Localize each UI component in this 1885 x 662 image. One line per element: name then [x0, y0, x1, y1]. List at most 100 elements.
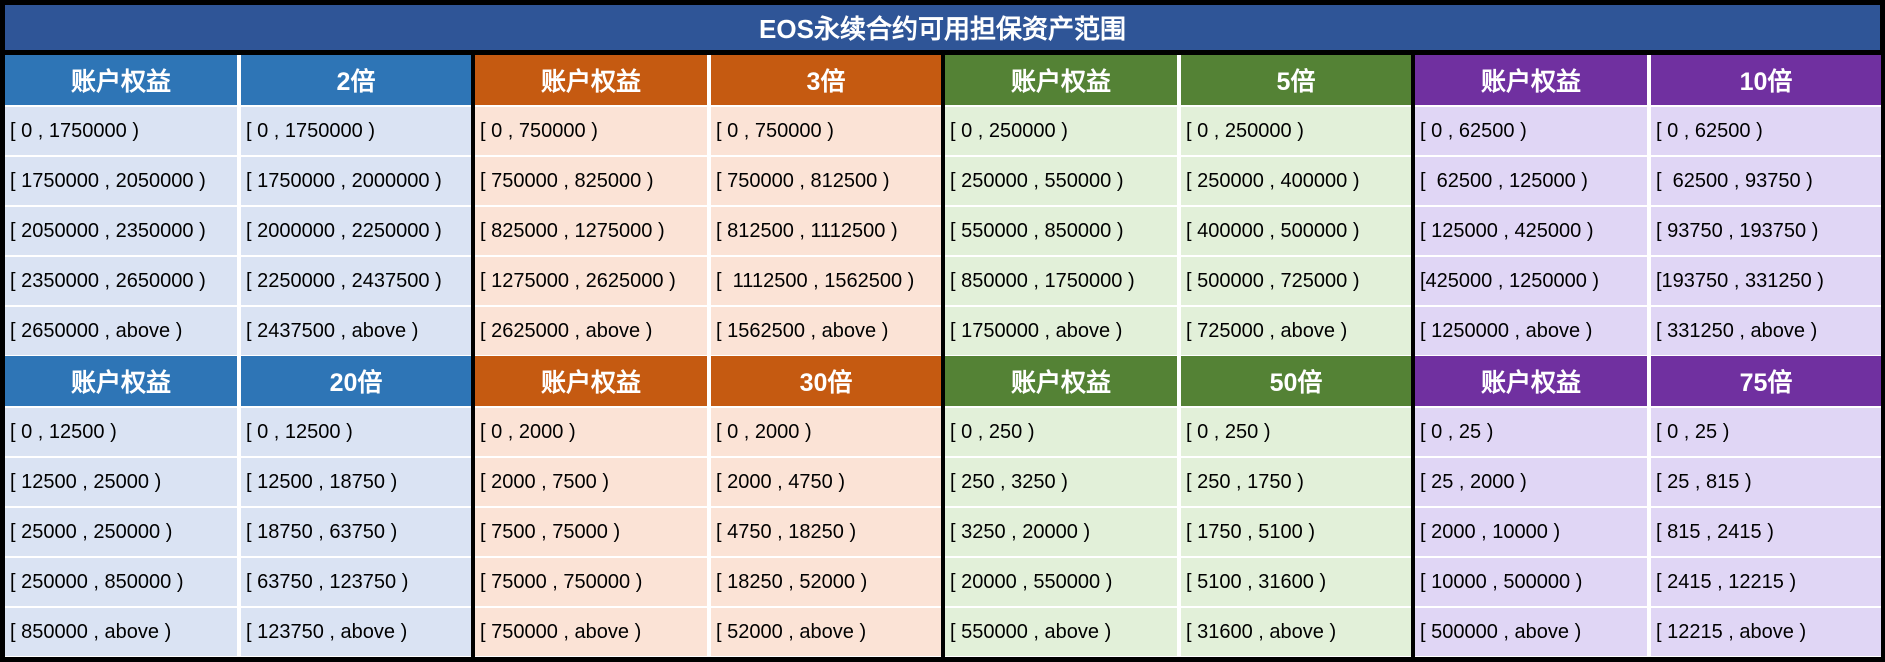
collateral-range-cell: [ 18750 , 63750 ) — [241, 508, 471, 556]
equity-range-cell: [ 20000 , 550000 ) — [945, 558, 1177, 606]
collateral-range-cell: [ 400000 , 500000 ) — [1181, 207, 1411, 255]
collateral-range-cell: [ 250000 , 400000 ) — [1181, 157, 1411, 205]
leverage-header: 50倍 — [1181, 356, 1411, 406]
leverage-header: 2倍 — [241, 55, 471, 105]
equity-header: 账户权益 — [1415, 55, 1647, 105]
collateral-range-cell: [ 2250000 , 2437500 ) — [241, 257, 471, 305]
collateral-range-cell: [ 250 , 1750 ) — [1181, 458, 1411, 506]
equity-range-cell: [ 25 , 2000 ) — [1415, 458, 1647, 506]
equity-range-cell: [ 10000 , 500000 ) — [1415, 558, 1647, 606]
leverage-header: 3倍 — [711, 55, 941, 105]
collateral-range-cell: [ 0 , 1750000 ) — [241, 107, 471, 155]
tier-table-2倍: 账户权益 2倍[ 0 , 1750000 )[ 0 , 1750000 )[ 17… — [5, 55, 471, 356]
collateral-range-cell: [ 0 , 250 ) — [1181, 408, 1411, 456]
tier-table-10倍: 账户权益 10倍[ 0 , 62500 )[ 0 , 62500 )[ 62500… — [1415, 55, 1881, 356]
equity-range-cell: [ 25000 , 250000 ) — [5, 508, 237, 556]
leverage-header: 75倍 — [1651, 356, 1881, 406]
collateral-range-cell: [ 2000000 , 2250000 ) — [241, 207, 471, 255]
equity-range-cell: [ 1250000 , above ) — [1415, 307, 1647, 355]
equity-range-cell: [ 500000 , above ) — [1415, 608, 1647, 656]
leverage-header: 30倍 — [711, 356, 941, 406]
equity-range-cell: [ 0 , 250000 ) — [945, 107, 1177, 155]
equity-range-cell: [ 250000 , 550000 ) — [945, 157, 1177, 205]
collateral-range-cell: [ 0 , 25 ) — [1651, 408, 1881, 456]
equity-range-cell: [ 12500 , 25000 ) — [5, 458, 237, 506]
collateral-range-cell: [ 725000 , above ) — [1181, 307, 1411, 355]
collateral-range-cell: [ 750000 , 812500 ) — [711, 157, 941, 205]
equity-header: 账户权益 — [5, 356, 237, 406]
equity-range-cell: [ 1750000 , above ) — [945, 307, 1177, 355]
equity-range-cell: [ 1275000 , 2625000 ) — [475, 257, 707, 305]
collateral-range-cell: [ 1562500 , above ) — [711, 307, 941, 355]
equity-range-cell: [ 0 , 250 ) — [945, 408, 1177, 456]
collateral-range-cell: [ 2000 , 4750 ) — [711, 458, 941, 506]
equity-header: 账户权益 — [945, 356, 1177, 406]
collateral-range-cell: [ 62500 , 93750 ) — [1651, 157, 1881, 205]
collateral-range-cell: [ 123750 , above ) — [241, 608, 471, 656]
collateral-range-cell: [ 31600 , above ) — [1181, 608, 1411, 656]
collateral-range-cell: [ 25 , 815 ) — [1651, 458, 1881, 506]
collateral-range-cell: [ 812500 , 1112500 ) — [711, 207, 941, 255]
equity-range-cell: [425000 , 1250000 ) — [1415, 257, 1647, 305]
collateral-range-cell: [ 4750 , 18250 ) — [711, 508, 941, 556]
collateral-range-cell: [ 1750000 , 2000000 ) — [241, 157, 471, 205]
equity-range-cell: [ 7500 , 75000 ) — [475, 508, 707, 556]
collateral-range-cell: [ 815 , 2415 ) — [1651, 508, 1881, 556]
equity-header: 账户权益 — [5, 55, 237, 105]
equity-range-cell: [ 750000 , 825000 ) — [475, 157, 707, 205]
tier-table-50倍: 账户权益 50倍[ 0 , 250 )[ 0 , 250 )[ 250 , 325… — [945, 356, 1411, 657]
collateral-range-cell: [ 12215 , above ) — [1651, 608, 1881, 656]
equity-header: 账户权益 — [1415, 356, 1647, 406]
equity-range-cell: [ 850000 , 1750000 ) — [945, 257, 1177, 305]
collateral-range-cell: [ 2415 , 12215 ) — [1651, 558, 1881, 606]
equity-header: 账户权益 — [475, 356, 707, 406]
equity-range-cell: [ 550000 , above ) — [945, 608, 1177, 656]
equity-header: 账户权益 — [475, 55, 707, 105]
equity-range-cell: [ 2000 , 10000 ) — [1415, 508, 1647, 556]
tier-table-3倍: 账户权益 3倍[ 0 , 750000 )[ 0 , 750000 )[ 7500… — [475, 55, 941, 356]
leverage-header: 20倍 — [241, 356, 471, 406]
equity-range-cell: [ 1750000 , 2050000 ) — [5, 157, 237, 205]
leverage-header: 10倍 — [1651, 55, 1881, 105]
collateral-range-cell: [ 500000 , 725000 ) — [1181, 257, 1411, 305]
collateral-range-cell: [ 0 , 750000 ) — [711, 107, 941, 155]
equity-range-cell: [ 550000 , 850000 ) — [945, 207, 1177, 255]
equity-range-cell: [ 250 , 3250 ) — [945, 458, 1177, 506]
collateral-range-cell: [ 1750 , 5100 ) — [1181, 508, 1411, 556]
collateral-range-cell: [ 93750 , 193750 ) — [1651, 207, 1881, 255]
equity-range-cell: [ 850000 , above ) — [5, 608, 237, 656]
equity-range-cell: [ 62500 , 125000 ) — [1415, 157, 1647, 205]
collateral-range-cell: [ 12500 , 18750 ) — [241, 458, 471, 506]
equity-range-cell: [ 2350000 , 2650000 ) — [5, 257, 237, 305]
equity-range-cell: [ 0 , 1750000 ) — [5, 107, 237, 155]
equity-range-cell: [ 0 , 12500 ) — [5, 408, 237, 456]
equity-range-cell: [ 0 , 25 ) — [1415, 408, 1647, 456]
equity-range-cell: [ 2050000 , 2350000 ) — [5, 207, 237, 255]
collateral-range-cell: [193750 , 331250 ) — [1651, 257, 1881, 305]
collateral-range-cell: [ 1112500 , 1562500 ) — [711, 257, 941, 305]
tier-table-5倍: 账户权益 5倍[ 0 , 250000 )[ 0 , 250000 )[ 2500… — [945, 55, 1411, 356]
collateral-range-cell: [ 0 , 2000 ) — [711, 408, 941, 456]
equity-range-cell: [ 3250 , 20000 ) — [945, 508, 1177, 556]
equity-range-cell: [ 0 , 750000 ) — [475, 107, 707, 155]
collateral-range-cell: [ 0 , 250000 ) — [1181, 107, 1411, 155]
collateral-range-cell: [ 5100 , 31600 ) — [1181, 558, 1411, 606]
tier-table-30倍: 账户权益 30倍[ 0 , 2000 )[ 0 , 2000 )[ 2000 , … — [475, 356, 941, 657]
equity-range-cell: [ 0 , 62500 ) — [1415, 107, 1647, 155]
collateral-range-cell: [ 52000 , above ) — [711, 608, 941, 656]
tier-table-20倍: 账户权益 20倍[ 0 , 12500 )[ 0 , 12500 )[ 12500… — [5, 356, 471, 657]
collateral-range-cell: [ 63750 , 123750 ) — [241, 558, 471, 606]
equity-range-cell: [ 125000 , 425000 ) — [1415, 207, 1647, 255]
collateral-range-cell: [ 331250 , above ) — [1651, 307, 1881, 355]
collateral-range-cell: [ 0 , 12500 ) — [241, 408, 471, 456]
equity-range-cell: [ 2625000 , above ) — [475, 307, 707, 355]
equity-range-cell: [ 75000 , 750000 ) — [475, 558, 707, 606]
collateral-range-cell: [ 18250 , 52000 ) — [711, 558, 941, 606]
tier-table-75倍: 账户权益 75倍[ 0 , 25 )[ 0 , 25 )[ 25 , 2000 )… — [1415, 356, 1881, 657]
collateral-range-cell: [ 0 , 62500 ) — [1651, 107, 1881, 155]
leverage-header: 5倍 — [1181, 55, 1411, 105]
equity-header: 账户权益 — [945, 55, 1177, 105]
collateral-range-cell: [ 2437500 , above ) — [241, 307, 471, 355]
equity-range-cell: [ 2000 , 7500 ) — [475, 458, 707, 506]
